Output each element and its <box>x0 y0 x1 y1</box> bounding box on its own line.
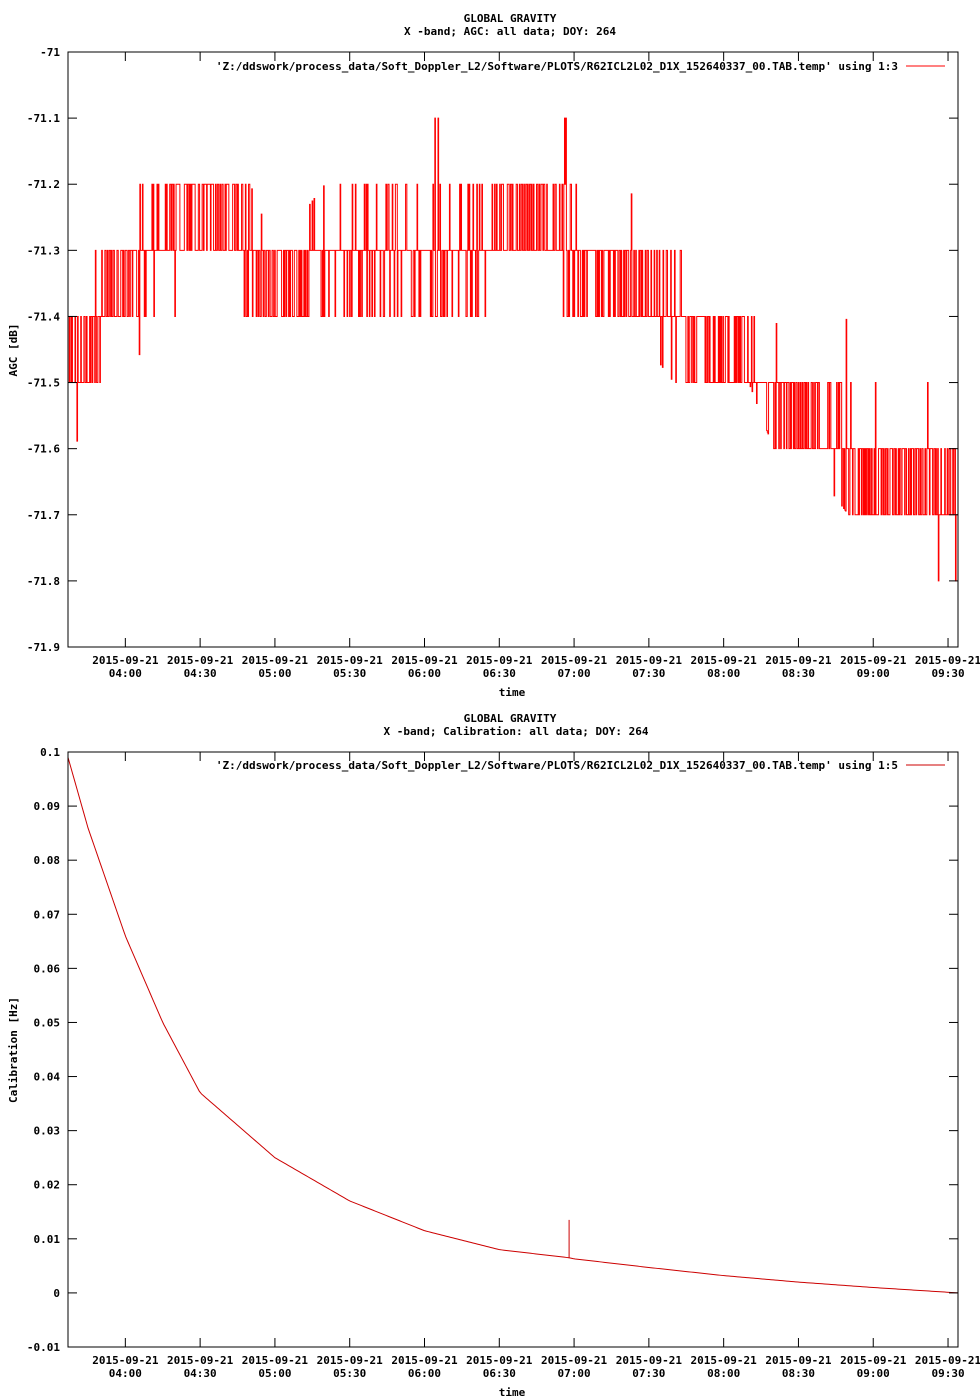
agc-chart-xtick-date: 2015-09-21 <box>765 654 832 667</box>
agc-chart-ytick-label: -71.6 <box>27 443 60 456</box>
calibration-chart-ytick-label: 0.02 <box>34 1179 61 1192</box>
agc-chart-xtick-time: 05:00 <box>258 667 291 680</box>
agc-chart-ytick-label: -71.4 <box>27 310 60 323</box>
calibration-chart-xtick-date: 2015-09-21 <box>92 1354 159 1367</box>
agc-chart-legend: 'Z:/ddswork/process_data/Soft_Doppler_L2… <box>216 60 945 73</box>
calibration-chart-xtick-time: 08:00 <box>707 1367 740 1380</box>
calibration-chart-xtick-time: 09:30 <box>931 1367 964 1380</box>
agc-chart-xtick-time: 08:00 <box>707 667 740 680</box>
calibration-chart-axes: 0.1 0.09 0.08 0.07 0.06 0.05 0.04 0.03 0.02 0.01 0… <box>27 746 980 1380</box>
agc-chart-axes: -71 -71.1 -71.2 -71.3 -71.4 -71.5 -71.6 -71.7 -7… <box>27 46 980 680</box>
calibration-chart-ytick-label: 0.08 <box>34 854 61 867</box>
agc-chart-trace <box>68 117 958 582</box>
agc-chart-ytick-label: -71.5 <box>27 377 60 390</box>
agc-chart-xtick-time: 07:00 <box>558 667 591 680</box>
agc-chart-xtick-time: 04:00 <box>109 667 142 680</box>
calibration-chart-ytick-label: -0.01 <box>27 1341 60 1354</box>
agc-chart-ytick-label: -71.2 <box>27 178 60 191</box>
calibration-chart: GLOBAL GRAVITY X -band; Calibration: all… <box>7 712 980 1399</box>
agc-chart-subtitle: X -band; AGC: all data; DOY: 264 <box>404 25 616 38</box>
agc-chart-xtick-date: 2015-09-21 <box>466 654 533 667</box>
calibration-chart-ylabel: Calibration [Hz] <box>7 997 20 1103</box>
agc-chart-ytick-label: -71.8 <box>27 575 60 588</box>
agc-chart-xtick-time: 09:30 <box>931 667 964 680</box>
agc-chart-ytick-label: -71.1 <box>27 112 60 125</box>
calibration-chart-ytick-label: 0.09 <box>34 800 61 813</box>
calibration-chart-xtick-time: 07:00 <box>558 1367 591 1380</box>
calibration-chart-xlabel: time <box>499 1386 526 1399</box>
agc-chart: GLOBAL GRAVITY X -band; AGC: all data; D… <box>7 12 980 699</box>
agc-chart-series <box>68 117 958 582</box>
agc-chart-ytick-label: -71 <box>40 46 60 59</box>
agc-chart-ylabel: AGC [dB] <box>7 324 20 377</box>
calibration-chart-xtick-time: 08:30 <box>782 1367 815 1380</box>
agc-chart-xtick-date: 2015-09-21 <box>92 654 159 667</box>
agc-chart-xtick-date: 2015-09-21 <box>915 654 980 667</box>
agc-chart-frame <box>67 51 959 648</box>
calibration-chart-xtick-date: 2015-09-21 <box>167 1354 234 1367</box>
agc-chart-xtick-date: 2015-09-21 <box>691 654 758 667</box>
calibration-chart-ytick-label: 0.01 <box>34 1233 61 1246</box>
calibration-chart-title: GLOBAL GRAVITY <box>464 712 557 725</box>
agc-chart-xtick-date: 2015-09-21 <box>541 654 608 667</box>
agc-chart-xtick-date: 2015-09-21 <box>317 654 384 667</box>
agc-chart-xlabel: time <box>499 686 526 699</box>
agc-chart-title: GLOBAL GRAVITY <box>464 12 557 25</box>
calibration-chart-ytick-label: 0.03 <box>34 1125 61 1138</box>
agc-chart-xtick-time: 08:30 <box>782 667 815 680</box>
calibration-chart-xtick-time: 07:30 <box>632 1367 665 1380</box>
agc-chart-xtick-time: 07:30 <box>632 667 665 680</box>
calibration-chart-ytick-label: 0.04 <box>34 1071 61 1084</box>
calibration-chart-legend-label: 'Z:/ddswork/process_data/Soft_Doppler_L2… <box>216 759 898 772</box>
agc-chart-xtick-time: 06:30 <box>483 667 516 680</box>
agc-chart-ytick-label: -71.3 <box>27 244 60 257</box>
calibration-chart-xtick-date: 2015-09-21 <box>466 1354 533 1367</box>
calibration-chart-xtick-time: 05:00 <box>258 1367 291 1380</box>
agc-chart-xtick-date: 2015-09-21 <box>616 654 683 667</box>
calibration-chart-legend: 'Z:/ddswork/process_data/Soft_Doppler_L2… <box>216 759 945 772</box>
calibration-chart-ytick-label: 0.1 <box>40 746 60 759</box>
agc-chart-legend-label: 'Z:/ddswork/process_data/Soft_Doppler_L2… <box>216 60 898 73</box>
calibration-chart-ytick-label: 0.07 <box>34 908 61 921</box>
agc-chart-xtick-date: 2015-09-21 <box>840 654 907 667</box>
agc-chart-xtick-time: 09:00 <box>857 667 890 680</box>
calibration-chart-xtick-date: 2015-09-21 <box>691 1354 758 1367</box>
calibration-chart-xtick-date: 2015-09-21 <box>391 1354 458 1367</box>
calibration-chart-xtick-time: 04:00 <box>109 1367 142 1380</box>
calibration-chart-xtick-date: 2015-09-21 <box>242 1354 309 1367</box>
agc-chart-ytick-label: -71.7 <box>27 509 60 522</box>
calibration-chart-xtick-date: 2015-09-21 <box>616 1354 683 1367</box>
calibration-chart-series <box>67 757 959 1294</box>
calibration-chart-frame <box>67 751 959 1348</box>
calibration-chart-xtick-time: 06:30 <box>483 1367 516 1380</box>
agc-chart-xtick-date: 2015-09-21 <box>391 654 458 667</box>
agc-chart-ytick-label: -71.9 <box>27 641 60 654</box>
calibration-chart-xtick-time: 05:30 <box>333 1367 366 1380</box>
calibration-chart-xtick-date: 2015-09-21 <box>541 1354 608 1367</box>
agc-chart-xtick-date: 2015-09-21 <box>167 654 234 667</box>
calibration-chart-xtick-time: 04:30 <box>184 1367 217 1380</box>
calibration-chart-xtick-date: 2015-09-21 <box>765 1354 832 1367</box>
calibration-chart-xtick-time: 06:00 <box>408 1367 441 1380</box>
calibration-chart-subtitle: X -band; Calibration: all data; DOY: 264 <box>384 725 649 738</box>
agc-chart-xtick-date: 2015-09-21 <box>242 654 309 667</box>
calibration-chart-ytick-label: 0.05 <box>34 1016 61 1029</box>
calibration-chart-trace <box>67 757 959 1294</box>
calibration-chart-xtick-date: 2015-09-21 <box>915 1354 980 1367</box>
calibration-chart-xtick-time: 09:00 <box>857 1367 890 1380</box>
calibration-chart-ytick-label: 0.06 <box>34 962 61 975</box>
agc-chart-xtick-time: 04:30 <box>184 667 217 680</box>
calibration-chart-ytick-label: 0 <box>53 1287 60 1300</box>
calibration-chart-xtick-date: 2015-09-21 <box>317 1354 384 1367</box>
agc-chart-xtick-time: 06:00 <box>408 667 441 680</box>
calibration-chart-xtick-date: 2015-09-21 <box>840 1354 907 1367</box>
agc-chart-xtick-time: 05:30 <box>333 667 366 680</box>
